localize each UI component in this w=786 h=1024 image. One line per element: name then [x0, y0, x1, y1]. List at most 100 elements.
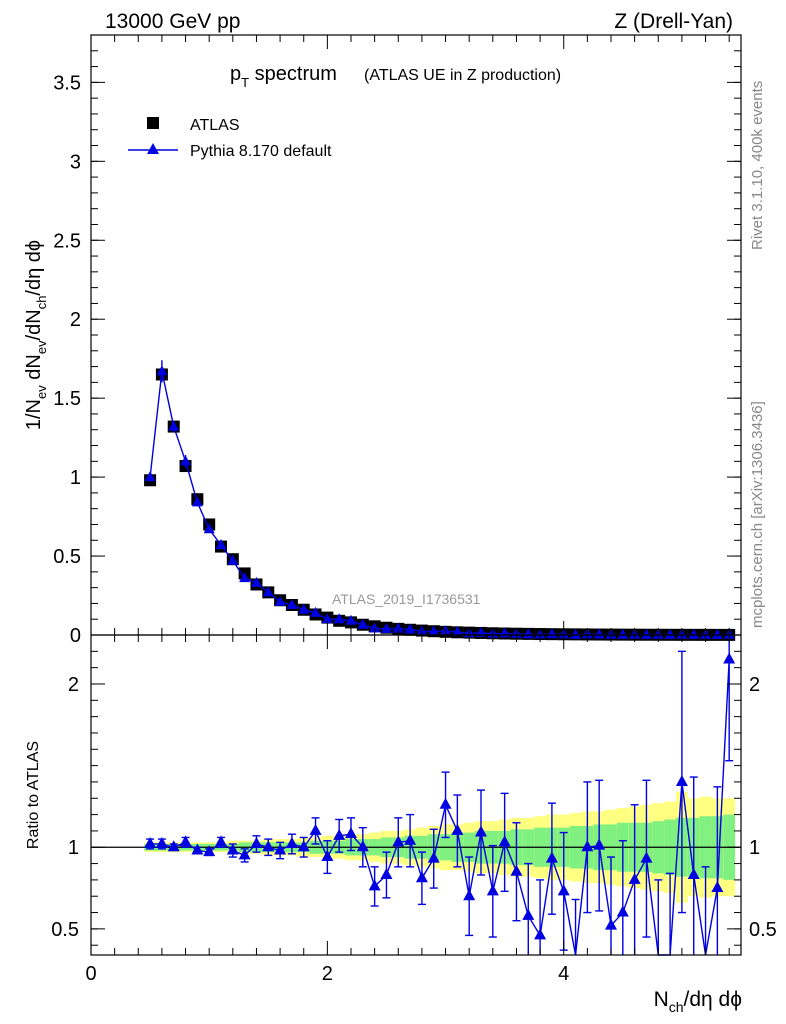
pythia-point: [239, 572, 251, 583]
ratio-ytick-label-right: 0.5: [749, 919, 777, 941]
legend-atlas-marker: [147, 117, 159, 129]
ratio-point: [191, 843, 204, 855]
pythia-point: [593, 628, 605, 639]
pythia-point: [640, 628, 652, 639]
ratio-point: [345, 827, 357, 839]
ratio-point: [687, 868, 700, 879]
pythia-point: [451, 626, 463, 636]
ratio-point: [404, 833, 417, 845]
pythia-point: [380, 623, 392, 633]
legend-pythia-marker: [147, 143, 159, 154]
ratio-xlabel: Nch/dη dϕ: [654, 988, 742, 1015]
main-ytick-label: 3.5: [53, 72, 81, 94]
main-frame: [90, 34, 742, 636]
ratio-point: [593, 838, 606, 850]
ratio-point: [144, 836, 157, 848]
ratio-point: [380, 868, 393, 879]
mcplots-label: mcplots.cern.ch [arXiv:1306.3436]: [749, 401, 766, 628]
ratio-point: [534, 928, 547, 940]
ratio-point: [605, 918, 617, 930]
pythia-point: [570, 628, 582, 639]
ratio-point: [167, 840, 180, 852]
header-left: 13000 GeV pp: [105, 10, 240, 33]
pythia-point: [156, 365, 168, 376]
pythia-point: [688, 628, 700, 639]
main-ytick-label: 0.5: [53, 546, 81, 568]
main-panel: 0 0.5 1 1.5 2 2.5 3 3.5 pT spectrum (ATLAS UE i…: [23, 34, 742, 647]
ratio-point: [486, 884, 499, 896]
ratio-panel: 0.5 0.5 1 1 2 2 0 2 4 Ratio to ATLAS Nch/dη dϕ: [25, 634, 777, 1015]
pythia-point: [321, 613, 333, 624]
ratio-xtick-label: 0: [85, 963, 96, 985]
legend: ATLAS Pythia 8.170 default: [128, 117, 332, 160]
pythia-point: [168, 420, 180, 431]
ratio-point: [215, 835, 227, 847]
pythia-point: [617, 628, 629, 639]
ratio-point: [368, 879, 381, 891]
ratio-point: [274, 843, 287, 855]
pythia-point: [262, 586, 274, 597]
ratio-point: [628, 872, 641, 884]
pythia-point: [286, 599, 298, 609]
ratio-data-layer: [144, 635, 736, 956]
analysis-watermark: ATLAS_2019_I1736531: [332, 591, 481, 607]
main-ticks: 0 0.5 1 1.5 2 2.5 3 3.5: [53, 34, 741, 647]
ratio-ticks: 0.5 0.5 1 1 2 2 0 2 4: [51, 635, 777, 985]
ratio-point: [616, 905, 629, 917]
ratio-point: [250, 836, 263, 848]
pythia-point: [203, 523, 215, 534]
ratio-point: [203, 845, 216, 857]
ratio-xtick-label: 4: [558, 963, 569, 985]
main-ytick-label: 2.5: [53, 230, 81, 252]
ratio-point: [439, 797, 452, 809]
ratio-point: [427, 851, 440, 863]
main-ytick-label: 0: [70, 625, 81, 647]
pythia-point: [357, 618, 369, 629]
pythia-point: [144, 471, 156, 482]
ratio-point: [155, 836, 168, 848]
pythia-point: [546, 628, 558, 639]
chart-title-sub: T: [241, 75, 249, 90]
ratio-point: [226, 843, 239, 855]
chart-title-rest: spectrum: [249, 63, 337, 85]
ratio-ytick-label: 1: [68, 837, 79, 859]
pythia-point: [345, 614, 357, 625]
legend-pythia-label: Pythia 8.170 default: [190, 143, 332, 160]
rivet-label: Rivet 3.1.10, 400k events: [749, 81, 766, 250]
ratio-point: [463, 889, 476, 901]
pythia-point: [227, 554, 239, 565]
main-ytick-label: 1: [70, 467, 81, 489]
pythia-point: [298, 603, 310, 614]
ratio-point: [545, 851, 558, 863]
ratio-point: [309, 823, 322, 835]
ratio-point: [321, 850, 334, 862]
header-right: Z (Drell-Yan): [614, 10, 733, 33]
pythia-point: [191, 496, 203, 507]
ratio-point: [415, 871, 428, 883]
chart-title-suffix: (ATLAS UE in Z production): [364, 67, 561, 84]
pythia-point: [215, 539, 227, 549]
ratio-point: [711, 881, 724, 893]
ratio-point: [238, 848, 251, 860]
ratio-frame: [90, 634, 742, 956]
ratio-ytick-label: 2: [68, 674, 79, 696]
pythia-point: [404, 623, 416, 634]
ratio-point: [392, 835, 405, 847]
ratio-point: [498, 835, 511, 847]
ratio-point: [297, 840, 310, 852]
ratio-point: [522, 908, 535, 920]
pythia-point: [274, 595, 286, 606]
ratio-ylabel: Ratio to ATLAS: [25, 741, 42, 849]
main-ytick-label: 1.5: [53, 388, 81, 410]
chart-title-main: p: [230, 63, 241, 85]
pythia-point: [250, 576, 262, 587]
ratio-ytick-label-right: 2: [749, 674, 760, 696]
ratio-xtick-label: 2: [322, 963, 333, 985]
pythia-point: [522, 628, 534, 639]
pythia-point: [333, 613, 345, 624]
ratio-point: [475, 825, 487, 837]
pythia-point: [428, 625, 440, 636]
legend-atlas-label: ATLAS: [190, 117, 240, 134]
ratio-point: [723, 652, 736, 664]
